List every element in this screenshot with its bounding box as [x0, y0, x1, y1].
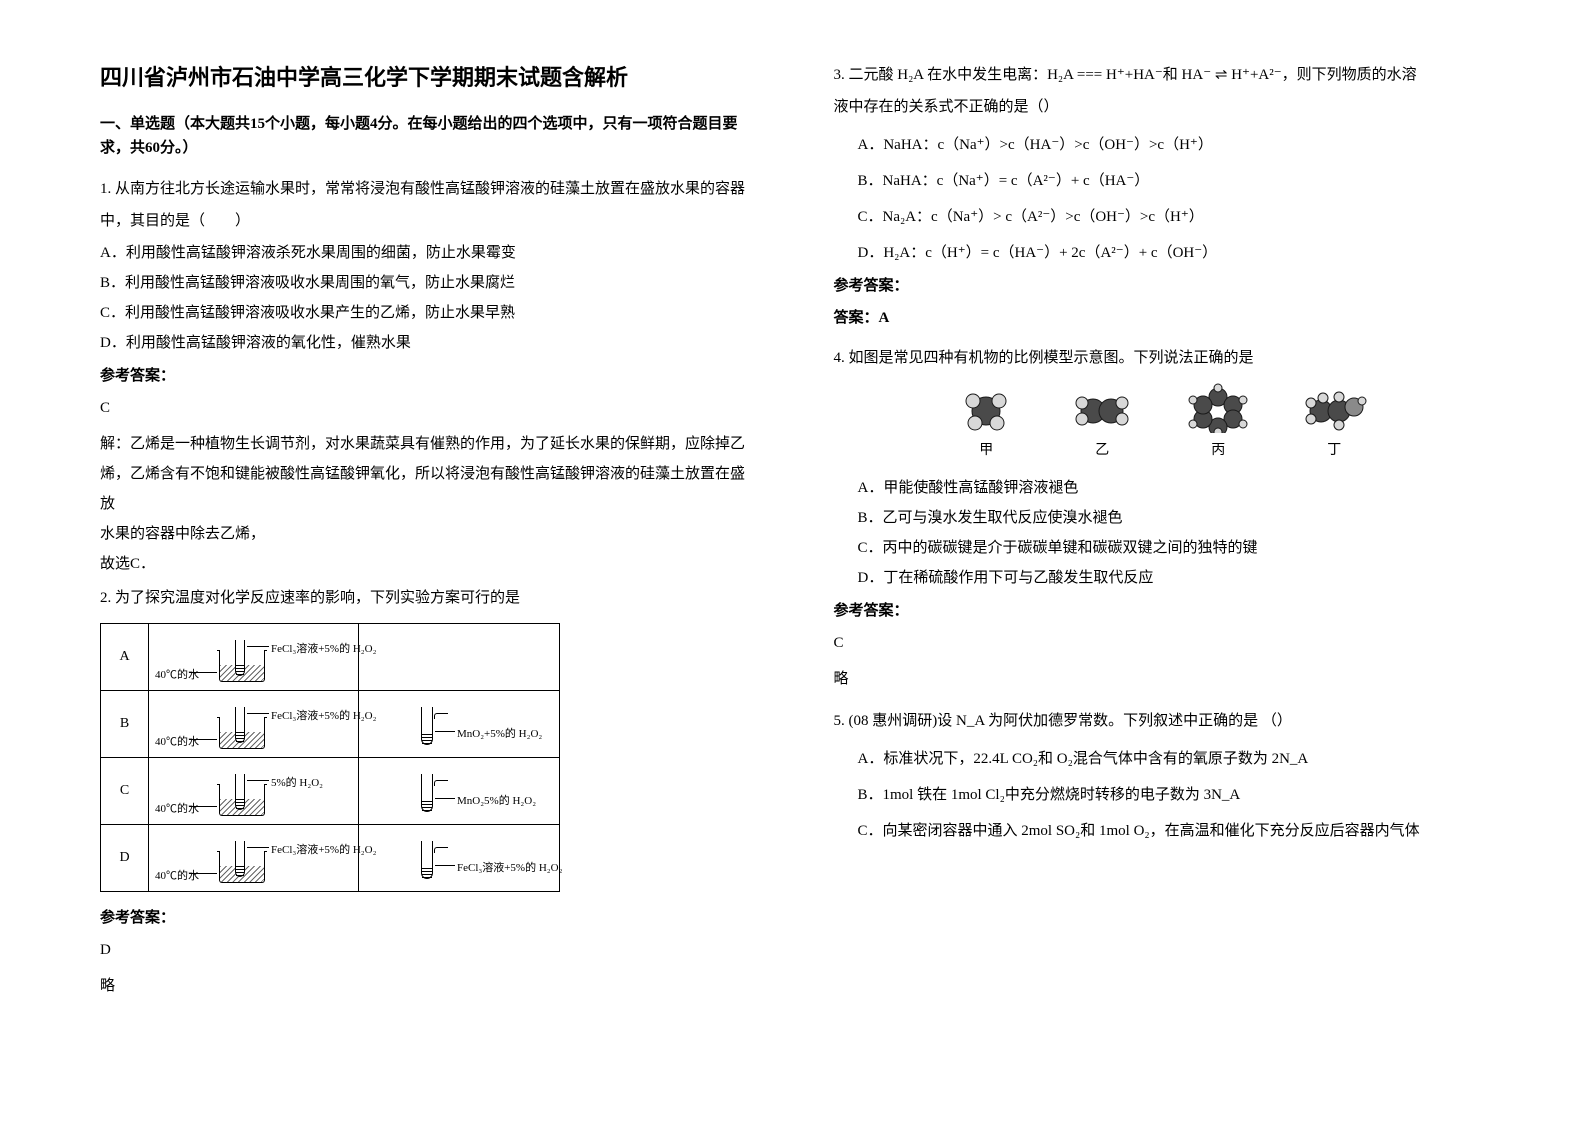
- q4-omit: 略: [834, 664, 1488, 694]
- molecule-icon: [951, 383, 1021, 433]
- q1-ans: C: [100, 393, 754, 423]
- arrow-line: [247, 646, 269, 647]
- q4-stem: 4. 如图是常见四种有机物的比例模型示意图。下列说法正确的是: [834, 343, 1488, 373]
- molecule-icon: [1067, 383, 1137, 433]
- q1-sol-2: 烯，乙烯含有不饱和键能被酸性高锰酸钾氧化，所以将浸泡有酸性高锰酸钾溶液的硅藻土放…: [100, 459, 754, 519]
- q2-row-a-left: FeCl₃溶液+5%的 H₂O₂ 40℃的水: [149, 624, 359, 690]
- mol-ding: 丁: [1299, 383, 1369, 459]
- tube-icon: [421, 774, 433, 812]
- q2-left-water: 40℃的水: [155, 666, 199, 682]
- q3-opt-a: A．NaHA：c（Na⁺）>c（HA⁻）>c（OH⁻）>c（H⁺）: [834, 130, 1488, 160]
- q2-row-c-left: 5%的 H₂O₂ 40℃的水: [149, 758, 359, 824]
- q2-left-water: 40℃的水: [155, 733, 199, 749]
- tube-icon: [421, 707, 433, 745]
- q2-row-a-right: [359, 624, 559, 690]
- q4-molecule-row: 甲 乙: [834, 383, 1488, 459]
- q3-stem-a: 3. 二元酸 H₂A 在水中发生电离：H₂A === H⁺+HA⁻和 HA⁻ ⇌…: [834, 60, 1488, 90]
- q4-ref: 参考答案：: [834, 599, 1488, 620]
- arrow-line: [247, 847, 269, 848]
- mol-bing-label: 丙: [1211, 439, 1225, 459]
- q1-stem-2: 中，其目的是（ ）: [100, 206, 754, 236]
- q1-opt-d: D．利用酸性高锰酸钾溶液的氧化性，催熟水果: [100, 328, 754, 358]
- q2-c-right-label: MnO₂5%的 H₂O₂: [457, 792, 536, 808]
- q2-row-c-label: C: [101, 758, 149, 824]
- q2-row-d-label: D: [101, 825, 149, 891]
- tube-icon: [235, 640, 245, 676]
- q1-ref: 参考答案：: [100, 364, 754, 385]
- q5-opt-c: C．向某密闭容器中通入 2mol SO₂和 1mol O₂，在高温和催化下充分反…: [834, 816, 1488, 846]
- tube-icon: [235, 774, 245, 810]
- q2-row-b-left: FeCl₃溶液+5%的 H₂O₂ 40℃的水: [149, 691, 359, 757]
- q2-row-c: C 5%的 H₂O₂ 40℃的水 MnO₂5%的 H₂O₂: [101, 758, 559, 825]
- q2-row-d-left: FeCl₃溶液+5%的 H₂O₂ 40℃的水: [149, 825, 359, 891]
- mol-jia: 甲: [951, 383, 1021, 459]
- q4-ans: C: [834, 628, 1488, 658]
- q4: 4. 如图是常见四种有机物的比例模型示意图。下列说法正确的是 甲: [834, 343, 1488, 694]
- q2-row-b-label: B: [101, 691, 149, 757]
- tube-icon: [421, 841, 433, 879]
- q2-c-left-label: 5%的 H₂O₂: [271, 774, 323, 790]
- q4-opt-a: A．甲能使酸性高锰酸钾溶液褪色: [834, 473, 1488, 503]
- q1-sol-3: 水果的容器中除去乙烯，: [100, 519, 754, 549]
- arrow-line: [435, 731, 455, 732]
- q1-opt-b: B．利用酸性高锰酸钾溶液吸收水果周围的氧气，防止水果腐烂: [100, 268, 754, 298]
- q2-row-d-right: FeCl₃溶液+5%的 H₂O₂: [359, 825, 559, 891]
- molecule-icon: [1299, 383, 1369, 433]
- mol-ding-label: 丁: [1327, 439, 1341, 459]
- q3-ans: 答案：A: [834, 303, 1488, 333]
- q4-opt-b: B．乙可与溴水发生取代反应使溴水褪色: [834, 503, 1488, 533]
- left-column: 四川省泸州市石油中学高三化学下学期期末试题含解析 一、单选题（本大题共15个小题…: [100, 60, 754, 1082]
- section-1-head: 一、单选题（本大题共15个小题，每小题4分。在每小题给出的四个选项中，只有一项符…: [100, 112, 754, 160]
- mol-bing: 丙: [1183, 383, 1253, 459]
- q2-omit: 略: [100, 971, 754, 1001]
- arrow-line: [435, 865, 455, 866]
- q5-stem: 5. (08 惠州调研)设 N_A 为阿伏加德罗常数。下列叙述中正确的是 （）: [834, 706, 1488, 736]
- q1-opt-c: C．利用酸性高锰酸钾溶液吸收水果产生的乙烯，防止水果早熟: [100, 298, 754, 328]
- right-column: 3. 二元酸 H₂A 在水中发生电离：H₂A === H⁺+HA⁻和 HA⁻ ⇌…: [834, 60, 1488, 1082]
- q2-row-d: D FeCl₃溶液+5%的 H₂O₂ 40℃的水 FeCl₃溶液+5%的 H₂O…: [101, 825, 559, 891]
- q2-ref: 参考答案：: [100, 906, 754, 927]
- mol-jia-label: 甲: [979, 439, 993, 459]
- q5-opt-a: A．标准状况下，22.4L CO₂和 O₂混合气体中含有的氧原子数为 2N_A: [834, 744, 1488, 774]
- q2-ans: D: [100, 935, 754, 965]
- q2-stem: 2. 为了探究温度对化学反应速率的影响，下列实验方案可行的是: [100, 583, 754, 613]
- q5-opt-b: B．1mol 铁在 1mol Cl₂中充分燃烧时转移的电子数为 3N_A: [834, 780, 1488, 810]
- q2-row-c-right: MnO₂5%的 H₂O₂: [359, 758, 559, 824]
- q2: 2. 为了探究温度对化学反应速率的影响，下列实验方案可行的是 A FeCl₃溶液…: [100, 583, 754, 1001]
- q3-ref: 参考答案：: [834, 274, 1488, 295]
- q2-left-water: 40℃的水: [155, 867, 199, 883]
- q2-table: A FeCl₃溶液+5%的 H₂O₂ 40℃的水 B F: [100, 623, 560, 892]
- mol-yi-label: 乙: [1095, 439, 1109, 459]
- q1-sol-4: 故选C．: [100, 549, 754, 579]
- tube-icon: [235, 841, 245, 877]
- q3-opt-b: B．NaHA：c（Na⁺）= c（A²⁻）+ c（HA⁻）: [834, 166, 1488, 196]
- q2-row-a-label: A: [101, 624, 149, 690]
- doc-title: 四川省泸州市石油中学高三化学下学期期末试题含解析: [100, 60, 754, 92]
- q1-stem-1: 1. 从南方往北方长途运输水果时，常常将浸泡有酸性高锰酸钾溶液的硅藻土放置在盛放…: [100, 174, 754, 204]
- q3-stem-b: 液中存在的关系式不正确的是（）: [834, 92, 1488, 122]
- q4-opt-d: D．丁在稀硫酸作用下可与乙酸发生取代反应: [834, 563, 1488, 593]
- q4-opt-c: C．丙中的碳碳键是介于碳碳单键和碳碳双键之间的独特的键: [834, 533, 1488, 563]
- q5: 5. (08 惠州调研)设 N_A 为阿伏加德罗常数。下列叙述中正确的是 （） …: [834, 706, 1488, 846]
- arrow-line: [247, 713, 269, 714]
- q3-opt-d: D．H₂A：c（H⁺）= c（HA⁻）+ 2c（A²⁻）+ c（OH⁻）: [834, 238, 1488, 268]
- q2-row-b-right: MnO₂+5%的 H₂O₂: [359, 691, 559, 757]
- mol-yi: 乙: [1067, 383, 1137, 459]
- q2-row-a: A FeCl₃溶液+5%的 H₂O₂ 40℃的水: [101, 624, 559, 691]
- q3: 3. 二元酸 H₂A 在水中发生电离：H₂A === H⁺+HA⁻和 HA⁻ ⇌…: [834, 60, 1488, 339]
- q1: 1. 从南方往北方长途运输水果时，常常将浸泡有酸性高锰酸钾溶液的硅藻土放置在盛放…: [100, 174, 754, 579]
- q2-left-water: 40℃的水: [155, 800, 199, 816]
- q2-d-right-label: FeCl₃溶液+5%的 H₂O₂: [457, 859, 562, 875]
- arrow-line: [247, 780, 269, 781]
- molecule-icon: [1183, 383, 1253, 433]
- q1-opt-a: A．利用酸性高锰酸钾溶液杀死水果周围的细菌，防止水果霉变: [100, 238, 754, 268]
- q2-row-b: B FeCl₃溶液+5%的 H₂O₂ 40℃的水 MnO₂+5%的 H₂O₂: [101, 691, 559, 758]
- arrow-line: [435, 798, 455, 799]
- q2-b-right-label: MnO₂+5%的 H₂O₂: [457, 725, 542, 741]
- tube-icon: [235, 707, 245, 743]
- q3-opt-c: C．Na₂A：c（Na⁺）> c（A²⁻）>c（OH⁻）>c（H⁺）: [834, 202, 1488, 232]
- q1-sol-1: 解：乙烯是一种植物生长调节剂，对水果蔬菜具有催熟的作用，为了延长水果的保鲜期，应…: [100, 429, 754, 459]
